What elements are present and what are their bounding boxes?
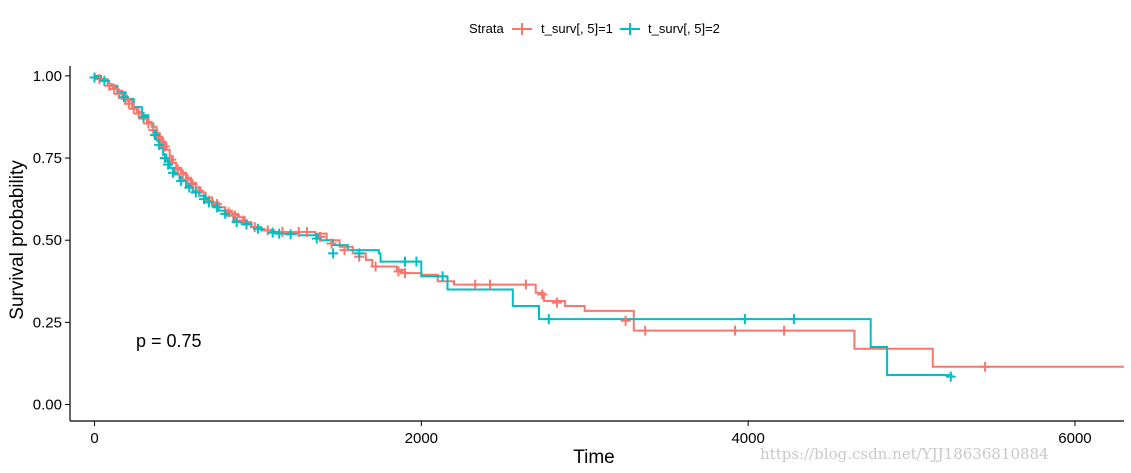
y-axis-title: Survival probability [7,160,28,320]
censor-mark-series-2 [138,111,149,122]
censor-mark-series-1 [537,289,548,300]
censor-mark-series-2 [212,202,223,213]
censor-mark-series-2 [311,233,322,244]
censor-mark-series-1 [779,325,790,336]
censor-mark-series-1 [148,125,159,136]
legend: Strata t_surv[, 5]=1 t_surv[, 5]=2 [469,21,720,36]
censor-mark-series-2 [167,167,178,178]
censor-mark-series-2 [163,159,174,170]
censor-mark-series-2 [231,217,242,228]
censor-mark-series-2 [159,153,170,164]
censor-mark-series-2 [354,248,365,259]
censor-mark-series-1 [399,268,410,279]
censor-mark-series-1 [520,279,531,290]
x-tick-label: 0 [90,430,98,447]
censor-mark-series-2 [220,208,231,219]
censor-mark-series-1 [182,174,193,185]
censor-mark-series-1 [980,361,991,372]
censor-mark-series-1 [640,325,651,336]
x-tick-label: 6000 [1058,430,1091,447]
censor-mark-series-2 [203,197,214,208]
censor-mark-series-1 [551,297,562,308]
censor-mark-series-2 [89,72,100,83]
x-tick-label: 4000 [731,430,764,447]
censor-mark-series-2 [274,228,285,239]
censor-mark-series-2 [184,182,195,193]
x-tick-label: 2000 [405,430,438,447]
censor-mark-series-2 [176,176,187,187]
censor-mark-series-2 [252,223,263,234]
censor-mark-series-1 [230,210,241,221]
censor-mark-series-2 [154,139,165,150]
censor-mark-series-2 [788,314,799,325]
censor-mark-series-2 [437,271,448,282]
legend-title: Strata [469,21,504,36]
legend-item-series-2: t_surv[, 5]=2 [620,21,720,36]
y-tick-label: 0.00 [33,397,62,414]
legend-label-series-1: t_surv[, 5]=1 [541,21,613,36]
legend-label-series-2: t_surv[, 5]=2 [648,21,720,36]
p-value-annotation: p = 0.75 [136,331,202,351]
y-tick-label: 1.00 [33,68,62,85]
censor-mark-series-2 [190,187,201,198]
censor-mark-series-1 [326,238,337,249]
censor-mark-series-2 [149,130,160,141]
censor-mark-series-1 [123,98,134,109]
censor-mark-series-1 [370,261,381,272]
x-axis-title: Time [573,447,615,468]
censor-marks-layer [89,72,991,382]
censor-mark-series-2 [328,248,339,259]
y-tick-label: 0.75 [33,150,62,167]
censor-mark-series-1 [393,266,404,277]
legend-item-series-1: t_surv[, 5]=1 [512,21,613,36]
watermark: https://blog.csdn.net/YJJ18636810884 [760,445,1049,463]
censor-mark-series-1 [94,74,105,85]
censor-mark-series-1 [143,118,154,129]
censor-mark-series-1 [470,279,481,290]
censor-mark-series-1 [177,169,188,180]
y-tick-label: 0.50 [33,232,62,249]
censor-mark-series-2 [118,92,129,103]
censor-mark-series-1 [159,141,170,152]
axes: 0.00 0.25 0.50 0.75 1.00 0 2000 4000 6000 [33,66,1124,447]
censor-mark-series-1 [109,84,120,95]
censor-mark-series-1 [128,103,139,114]
censor-mark-series-2 [241,219,252,230]
censor-mark-series-2 [543,314,554,325]
censor-mark-series-2 [739,314,750,325]
censor-mark-series-1 [262,225,273,236]
censor-mark-series-2 [411,256,422,267]
censor-mark-series-2 [99,75,110,86]
censor-mark-series-2 [945,371,956,382]
censor-mark-series-1 [339,245,350,256]
censor-mark-series-1 [620,315,631,326]
censor-mark-series-2 [399,256,410,267]
censor-mark-series-2 [285,229,296,240]
censor-mark-series-1 [301,226,312,237]
censor-mark-series-1 [484,279,495,290]
y-tick-label: 0.25 [33,314,62,331]
censor-mark-series-1 [730,325,741,336]
